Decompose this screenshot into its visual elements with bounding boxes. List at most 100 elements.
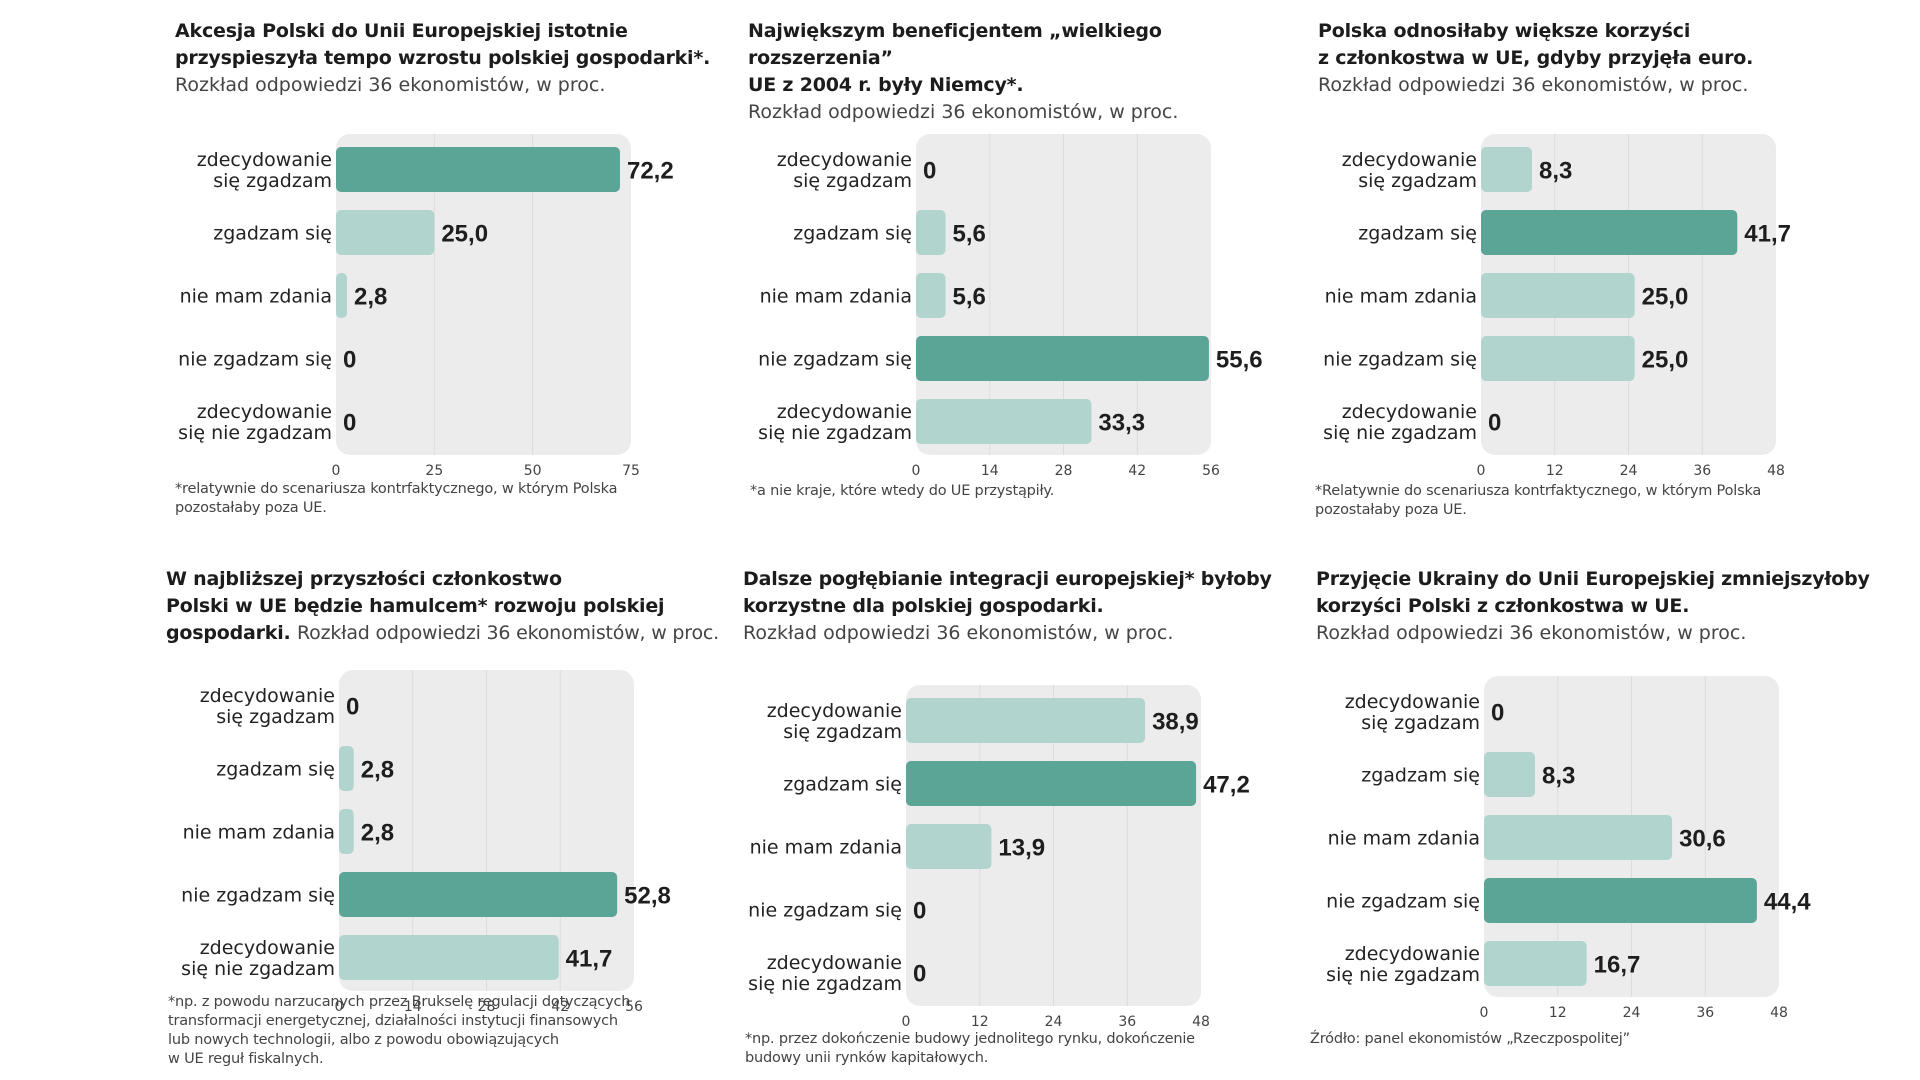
bar — [1484, 941, 1587, 986]
x-tick-label: 56 — [1202, 463, 1220, 479]
title-line: przyspieszyła tempo wzrostu polskiej gos… — [175, 47, 711, 69]
footnote-line: *np. przez dokończenie budowy jednoliteg… — [745, 1031, 1195, 1047]
title-line: z członkostwa w UE, gdyby przyjęła euro. — [1318, 47, 1754, 69]
data-label: 25,0 — [1642, 284, 1689, 311]
footnote-line: pozostałaby poza UE. — [1315, 502, 1467, 518]
category-label: zgadzam się — [216, 759, 335, 781]
category-label: nie zgadzam się — [181, 885, 335, 907]
category-label: zdecydowanie się nie zgadzam — [181, 937, 335, 980]
x-tick-label: 75 — [622, 463, 640, 479]
data-label: 0 — [913, 961, 926, 988]
chart-panel-2: Największym beneficjentem „wielkiego roz… — [748, 18, 1308, 126]
chart-title: Przyjęcie Ukrainy do Unii Europejskiej z… — [1316, 566, 1916, 620]
x-tick-label: 48 — [1770, 1005, 1788, 1021]
category-label: zdecydowanie się zgadzam — [777, 149, 912, 192]
footnote-line: w UE reguł fiskalnych. — [168, 1051, 324, 1067]
data-label: 25,0 — [1642, 347, 1689, 374]
data-label: 52,8 — [624, 883, 671, 910]
data-label: 8,3 — [1542, 763, 1575, 790]
bar — [1481, 210, 1738, 255]
data-label: 0 — [1491, 700, 1504, 727]
data-label: 5,6 — [953, 284, 986, 311]
category-label: zgadzam się — [783, 774, 902, 796]
title-line: Dalsze pogłębianie integracji europejski… — [743, 568, 1272, 590]
chart-svg: 0 25 50 75 zdecydowanie się zgadzam 72,2 zgadza… — [178, 134, 674, 479]
title-line: Polska odnosiłaby większe korzyści — [1318, 20, 1691, 42]
category-label: zgadzam się — [793, 223, 912, 245]
bar-chart-4: 0 14 28 42 56 zdecydowanie się zgadzam 0 zgadzam… — [153, 668, 713, 1027]
x-tick-label: 0 — [1477, 463, 1486, 479]
title-line: Największym beneficjentem „wielkiego roz… — [748, 20, 1162, 69]
bar — [906, 761, 1197, 806]
x-tick-label: 0 — [1480, 1005, 1489, 1021]
category-label: zdecydowanie się nie zgadzam — [1323, 401, 1477, 444]
footnote-line: pozostałaby poza UE. — [175, 500, 327, 516]
data-label: 8,3 — [1539, 158, 1572, 185]
category-label: nie zgadzam się — [1326, 891, 1480, 913]
category-label: nie zgadzam się — [758, 349, 912, 371]
bar — [916, 210, 946, 255]
category-label: zgadzam się — [213, 223, 332, 245]
category-label: nie mam zdania — [183, 822, 335, 844]
data-label: 2,8 — [354, 284, 387, 311]
x-tick-label: 0 — [902, 1014, 911, 1030]
category-label: nie mam zdania — [180, 286, 332, 308]
data-label: 47,2 — [1203, 772, 1250, 799]
footnote-1: *relatywnie do scenariusza kontrfaktyczn… — [175, 480, 617, 518]
bar — [916, 273, 946, 318]
x-tick-label: 12 — [971, 1014, 989, 1030]
title-line: W najbliższej przyszłości członkostwo — [166, 568, 562, 590]
title-line: korzyści Polski z członkostwa w UE. — [1316, 595, 1690, 617]
category-label: zdecydowanie się nie zgadzam — [178, 401, 332, 444]
title-line: Przyjęcie Ukrainy do Unii Europejskiej z… — [1316, 568, 1870, 590]
data-label: 0 — [913, 898, 926, 925]
chart-panel-4: W najbliższej przyszłości członkostwo Po… — [166, 566, 766, 647]
title-line: Akcesja Polski do Unii Europejskiej isto… — [175, 20, 628, 42]
data-label: 0 — [343, 347, 356, 374]
category-label: nie mam zdania — [760, 286, 912, 308]
category-label: zdecydowanie się nie zgadzam — [1326, 943, 1480, 986]
category-label: zgadzam się — [1358, 223, 1477, 245]
category-label: nie mam zdania — [1328, 828, 1480, 850]
bar — [336, 147, 620, 192]
x-tick-label: 12 — [1549, 1005, 1567, 1021]
footnote-4: *np. z powodu narzucanych przez Brukselę… — [168, 993, 630, 1069]
data-label: 16,7 — [1594, 952, 1641, 979]
chart-panel-3: Polska odnosiłaby większe korzyści z czł… — [1318, 18, 1878, 99]
bar — [336, 273, 348, 318]
chart-svg: 0 14 28 42 56 zdecydowanie się zgadzam 0 zgadzam… — [758, 134, 1263, 479]
footnote-line: *relatywnie do scenariusza kontrfaktyczn… — [175, 481, 618, 497]
bar-chart-3: 0 12 24 36 48 zdecydowanie się zgadzam 8,3 zgadz… — [1295, 132, 1855, 491]
title-line: Polski w UE będzie hamulcem* rozwoju pol… — [166, 595, 665, 617]
data-label: 55,6 — [1216, 347, 1263, 374]
bar — [916, 399, 1092, 444]
category-label: zdecydowanie się nie zgadzam — [758, 401, 912, 444]
x-tick-label: 28 — [1055, 463, 1073, 479]
chart-subtitle: Rozkład odpowiedzi 36 ekonomistów, w pro… — [748, 101, 1179, 123]
x-tick-label: 56 — [625, 999, 643, 1015]
footnote-line: lub nowych technologii, albo z powodu ob… — [168, 1032, 559, 1048]
data-label: 44,4 — [1764, 889, 1811, 916]
category-label: zdecydowanie się zgadzam — [197, 149, 332, 192]
chart-svg: 0 14 28 42 56 zdecydowanie się zgadzam 0 zgadzam… — [181, 670, 671, 1015]
data-label: 5,6 — [953, 221, 986, 248]
x-tick-label: 12 — [1546, 463, 1564, 479]
footnote-2: *a nie kraje, które wtedy do UE przystąp… — [750, 482, 1054, 501]
category-label: zdecydowanie się nie zgadzam — [748, 952, 902, 995]
data-label: 0 — [1488, 410, 1501, 437]
data-label: 0 — [343, 410, 356, 437]
bar-chart-2: 0 14 28 42 56 zdecydowanie się zgadzam 0 zgadzam… — [730, 132, 1290, 491]
x-tick-label: 28 — [478, 999, 496, 1015]
x-tick-label: 0 — [912, 463, 921, 479]
title-line: UE z 2004 r. były Niemcy*. — [748, 74, 1024, 96]
category-label: zdecydowanie się zgadzam — [767, 700, 902, 743]
x-tick-label: 36 — [1693, 463, 1711, 479]
category-label: nie zgadzam się — [748, 900, 902, 922]
title-line: gospodarki. — [166, 622, 291, 644]
category-label: zdecydowanie się zgadzam — [200, 685, 335, 728]
data-label: 0 — [346, 694, 359, 721]
bar — [906, 698, 1146, 743]
x-tick-label: 36 — [1118, 1014, 1136, 1030]
x-tick-label: 42 — [551, 999, 569, 1015]
chart-panel-1: Akcesja Polski do Unii Europejskiej isto… — [175, 18, 735, 99]
